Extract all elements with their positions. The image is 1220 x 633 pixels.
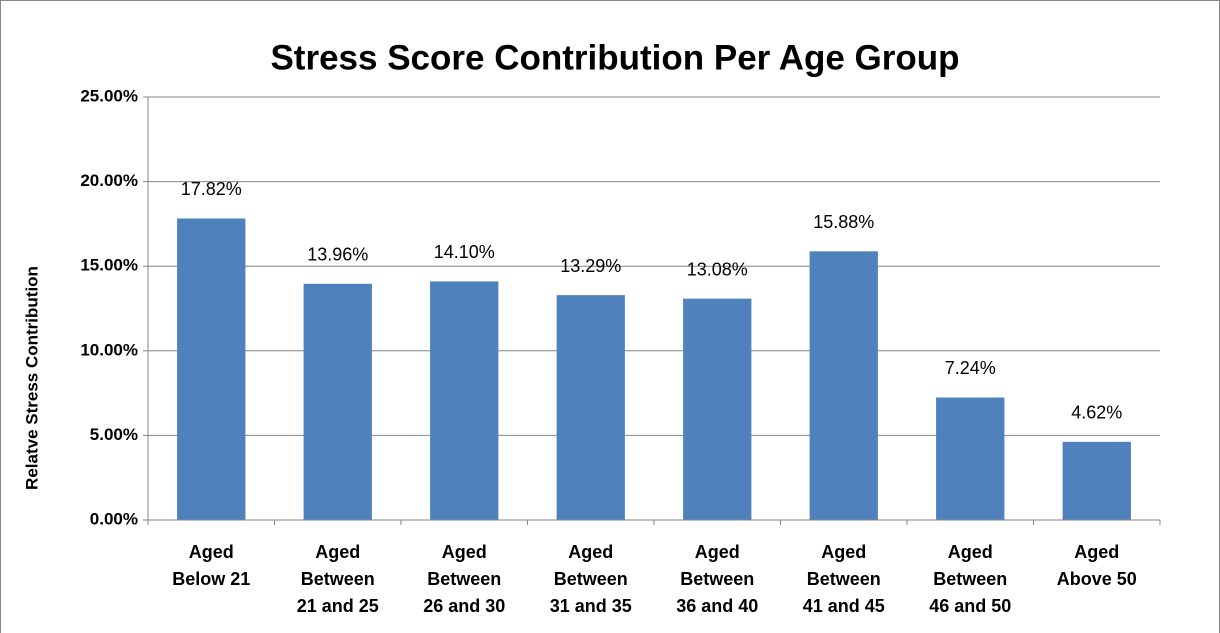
x-tick-label: Aged — [821, 542, 866, 562]
y-tick-label: 25.00% — [80, 86, 138, 105]
data-label: 7.24% — [945, 358, 996, 378]
bar — [430, 281, 499, 520]
x-tick-label: 21 and 25 — [297, 596, 379, 616]
x-tick-label: 36 and 40 — [676, 596, 758, 616]
data-label: 14.10% — [434, 242, 495, 262]
x-tick-label: Below 21 — [172, 569, 250, 589]
y-tick-label: 10.00% — [80, 340, 138, 359]
bar — [556, 295, 625, 520]
data-label: 15.88% — [813, 212, 874, 232]
x-tick-label: Aged — [695, 542, 740, 562]
bar — [177, 218, 246, 520]
x-tick-label: 41 and 45 — [803, 596, 885, 616]
bar — [809, 251, 878, 520]
y-tick-label: 0.00% — [90, 509, 138, 528]
x-tick-label: Between — [807, 569, 881, 589]
x-tick-label: Aged — [442, 542, 487, 562]
x-tick-label: Aged — [568, 542, 613, 562]
x-tick-label: Between — [554, 569, 628, 589]
y-tick-label: 15.00% — [80, 256, 138, 275]
data-label: 13.29% — [560, 256, 621, 276]
y-tick-label: 20.00% — [80, 171, 138, 190]
x-tick-label: 31 and 35 — [550, 596, 632, 616]
x-tick-label: Aged — [189, 542, 234, 562]
x-tick-label: Between — [680, 569, 754, 589]
x-tick-label: 26 and 30 — [423, 596, 505, 616]
data-label: 17.82% — [181, 179, 242, 199]
bar — [683, 298, 752, 520]
bar — [1062, 441, 1131, 520]
x-tick-label: Aged — [1074, 542, 1119, 562]
chart-title: Stress Score Contribution Per Age Group — [270, 38, 959, 77]
x-tick-label: Between — [933, 569, 1007, 589]
y-axis-label: Relatve Stress Contribution — [22, 266, 41, 490]
x-tick-label: 46 and 50 — [929, 596, 1011, 616]
x-tick-label: Between — [427, 569, 501, 589]
y-tick-label: 5.00% — [90, 425, 138, 444]
data-label: 13.08% — [687, 259, 748, 279]
bar — [936, 397, 1005, 520]
x-tick-label: Aged — [315, 542, 360, 562]
x-tick-label: Aged — [948, 542, 993, 562]
bar — [303, 283, 372, 520]
data-label: 4.62% — [1071, 403, 1122, 423]
data-label: 13.96% — [307, 245, 368, 265]
x-tick-label: Between — [301, 569, 375, 589]
x-tick-label: Above 50 — [1057, 569, 1137, 589]
